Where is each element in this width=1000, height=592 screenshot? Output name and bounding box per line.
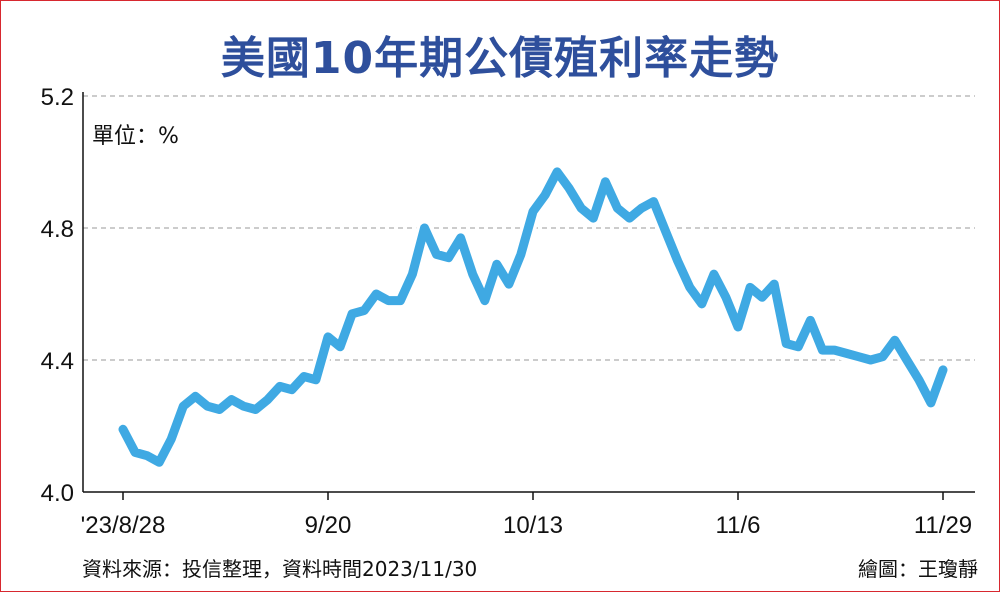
y-tick-label: 4.0 [41, 480, 74, 507]
series-line-yield [118, 167, 948, 467]
series-layer [115, 163, 951, 471]
y-tick-label: 4.8 [41, 216, 74, 243]
chart-title: 美國10年期公債殖利率走勢 [220, 33, 780, 84]
axes [82, 92, 975, 493]
graphic-credit: 繪圖：王瓊靜 [858, 557, 978, 581]
x-tick-label: '23/8/28 [81, 512, 166, 539]
y-tick-labels: 4.0 4.4 4.8 5.2 [41, 84, 74, 507]
data-source-note: 資料來源：投信整理，資料時間2023/11/30 [82, 557, 478, 581]
x-tick-label: 10/13 [503, 512, 563, 539]
y-tick-label: 5.2 [41, 84, 74, 111]
y-tick-label: 4.4 [41, 348, 74, 375]
x-tick-labels: '23/8/28 9/20 10/13 11/6 11/29 [81, 492, 972, 539]
unit-label: 單位：% [92, 124, 179, 149]
x-tick-label: 11/6 [716, 512, 761, 539]
x-tick-label: 9/20 [305, 512, 352, 539]
x-tick-label: 11/29 [914, 512, 972, 539]
